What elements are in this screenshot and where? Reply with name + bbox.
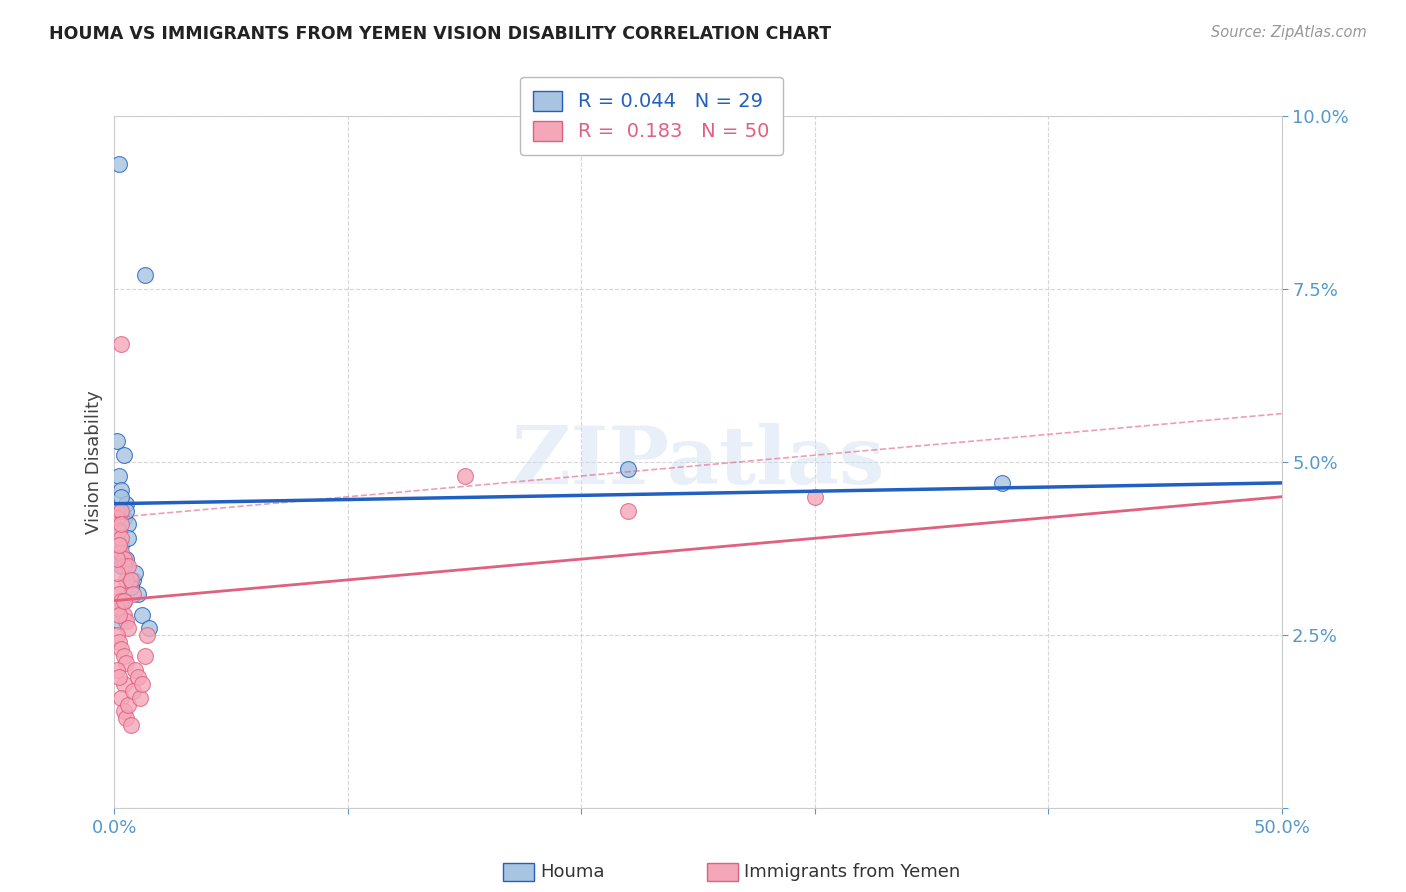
Point — [122, 587, 145, 601]
Point — [127, 670, 149, 684]
Point — [112, 552, 135, 566]
Point — [110, 503, 132, 517]
Point — [117, 531, 139, 545]
Point — [105, 600, 128, 615]
Point — [138, 621, 160, 635]
Point — [112, 705, 135, 719]
Point — [108, 607, 131, 622]
Point — [124, 663, 146, 677]
Point — [110, 559, 132, 574]
Point — [105, 580, 128, 594]
Point — [990, 475, 1012, 490]
Point — [105, 566, 128, 580]
Text: Houma: Houma — [540, 863, 605, 881]
Text: ZIPatlas: ZIPatlas — [512, 423, 884, 501]
Point — [108, 157, 131, 171]
Point — [134, 268, 156, 282]
Point — [108, 670, 131, 684]
Point — [117, 517, 139, 532]
Point — [112, 593, 135, 607]
Point — [115, 503, 138, 517]
Point — [453, 469, 475, 483]
Point — [108, 615, 131, 629]
Y-axis label: Vision Disability: Vision Disability — [86, 390, 103, 534]
Point — [112, 559, 135, 574]
Point — [112, 510, 135, 524]
Point — [105, 628, 128, 642]
Point — [131, 677, 153, 691]
Point — [105, 524, 128, 539]
Point — [617, 503, 640, 517]
Point — [122, 573, 145, 587]
Point — [115, 615, 138, 629]
Text: HOUMA VS IMMIGRANTS FROM YEMEN VISION DISABILITY CORRELATION CHART: HOUMA VS IMMIGRANTS FROM YEMEN VISION DI… — [49, 25, 831, 43]
Legend: R = 0.044   N = 29, R =  0.183   N = 50: R = 0.044 N = 29, R = 0.183 N = 50 — [520, 77, 783, 155]
Point — [110, 490, 132, 504]
Point — [122, 683, 145, 698]
Point — [131, 607, 153, 622]
Point — [134, 648, 156, 663]
Point — [108, 524, 131, 539]
Point — [105, 552, 128, 566]
Point — [112, 593, 135, 607]
Point — [110, 593, 132, 607]
Text: Source: ZipAtlas.com: Source: ZipAtlas.com — [1211, 25, 1367, 40]
Point — [120, 580, 142, 594]
Point — [115, 552, 138, 566]
Point — [117, 559, 139, 574]
Point — [124, 566, 146, 580]
Point — [110, 337, 132, 351]
Point — [108, 545, 131, 559]
Point — [115, 573, 138, 587]
Point — [110, 503, 132, 517]
Point — [108, 469, 131, 483]
Point — [112, 677, 135, 691]
Point — [115, 711, 138, 725]
Point — [120, 573, 142, 587]
Point — [108, 635, 131, 649]
Point — [110, 531, 132, 545]
Point — [108, 587, 131, 601]
Point — [110, 690, 132, 705]
Text: Immigrants from Yemen: Immigrants from Yemen — [744, 863, 960, 881]
Point — [115, 656, 138, 670]
Point — [110, 483, 132, 497]
Point — [129, 690, 152, 705]
Point — [120, 718, 142, 732]
Point — [105, 663, 128, 677]
Point — [117, 698, 139, 712]
Point — [108, 538, 131, 552]
Point — [108, 538, 131, 552]
Point — [136, 628, 159, 642]
Point — [117, 621, 139, 635]
Point — [105, 434, 128, 449]
Point — [115, 497, 138, 511]
Point — [112, 448, 135, 462]
Point — [803, 490, 825, 504]
Point — [105, 600, 128, 615]
Point — [105, 503, 128, 517]
Point — [127, 587, 149, 601]
Point — [112, 607, 135, 622]
Point — [110, 642, 132, 657]
Point — [110, 517, 132, 532]
Point — [112, 648, 135, 663]
Point — [110, 545, 132, 559]
Point — [105, 510, 128, 524]
Point — [617, 462, 640, 476]
Point — [110, 538, 132, 552]
